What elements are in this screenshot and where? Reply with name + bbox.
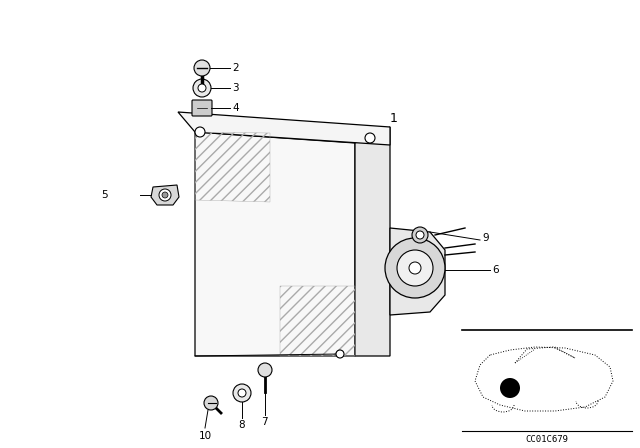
Text: 1: 1 (390, 112, 398, 125)
Circle shape (194, 60, 210, 76)
Text: 4: 4 (232, 103, 239, 113)
Circle shape (258, 363, 272, 377)
Text: 6: 6 (492, 265, 499, 275)
Circle shape (233, 384, 251, 402)
Text: CC01C679: CC01C679 (525, 435, 568, 444)
Circle shape (397, 250, 433, 286)
Polygon shape (195, 132, 355, 356)
Text: 8: 8 (238, 420, 244, 430)
Text: 5: 5 (101, 190, 108, 200)
Circle shape (195, 127, 205, 137)
Circle shape (204, 396, 218, 410)
Text: 9: 9 (482, 233, 488, 243)
Circle shape (365, 133, 375, 143)
Polygon shape (390, 228, 445, 315)
Circle shape (416, 231, 424, 239)
Text: 10: 10 (199, 431, 212, 441)
Polygon shape (178, 112, 390, 145)
FancyBboxPatch shape (192, 100, 212, 116)
Circle shape (409, 262, 421, 274)
Circle shape (193, 79, 211, 97)
Polygon shape (151, 185, 179, 205)
Circle shape (412, 227, 428, 243)
Circle shape (500, 378, 520, 398)
Text: 2: 2 (232, 63, 239, 73)
Polygon shape (355, 127, 390, 356)
Circle shape (159, 189, 171, 201)
Text: 3: 3 (232, 83, 239, 93)
Circle shape (162, 192, 168, 198)
Circle shape (336, 350, 344, 358)
Circle shape (238, 389, 246, 397)
Circle shape (385, 238, 445, 298)
Text: 7: 7 (261, 417, 268, 427)
Circle shape (198, 84, 206, 92)
